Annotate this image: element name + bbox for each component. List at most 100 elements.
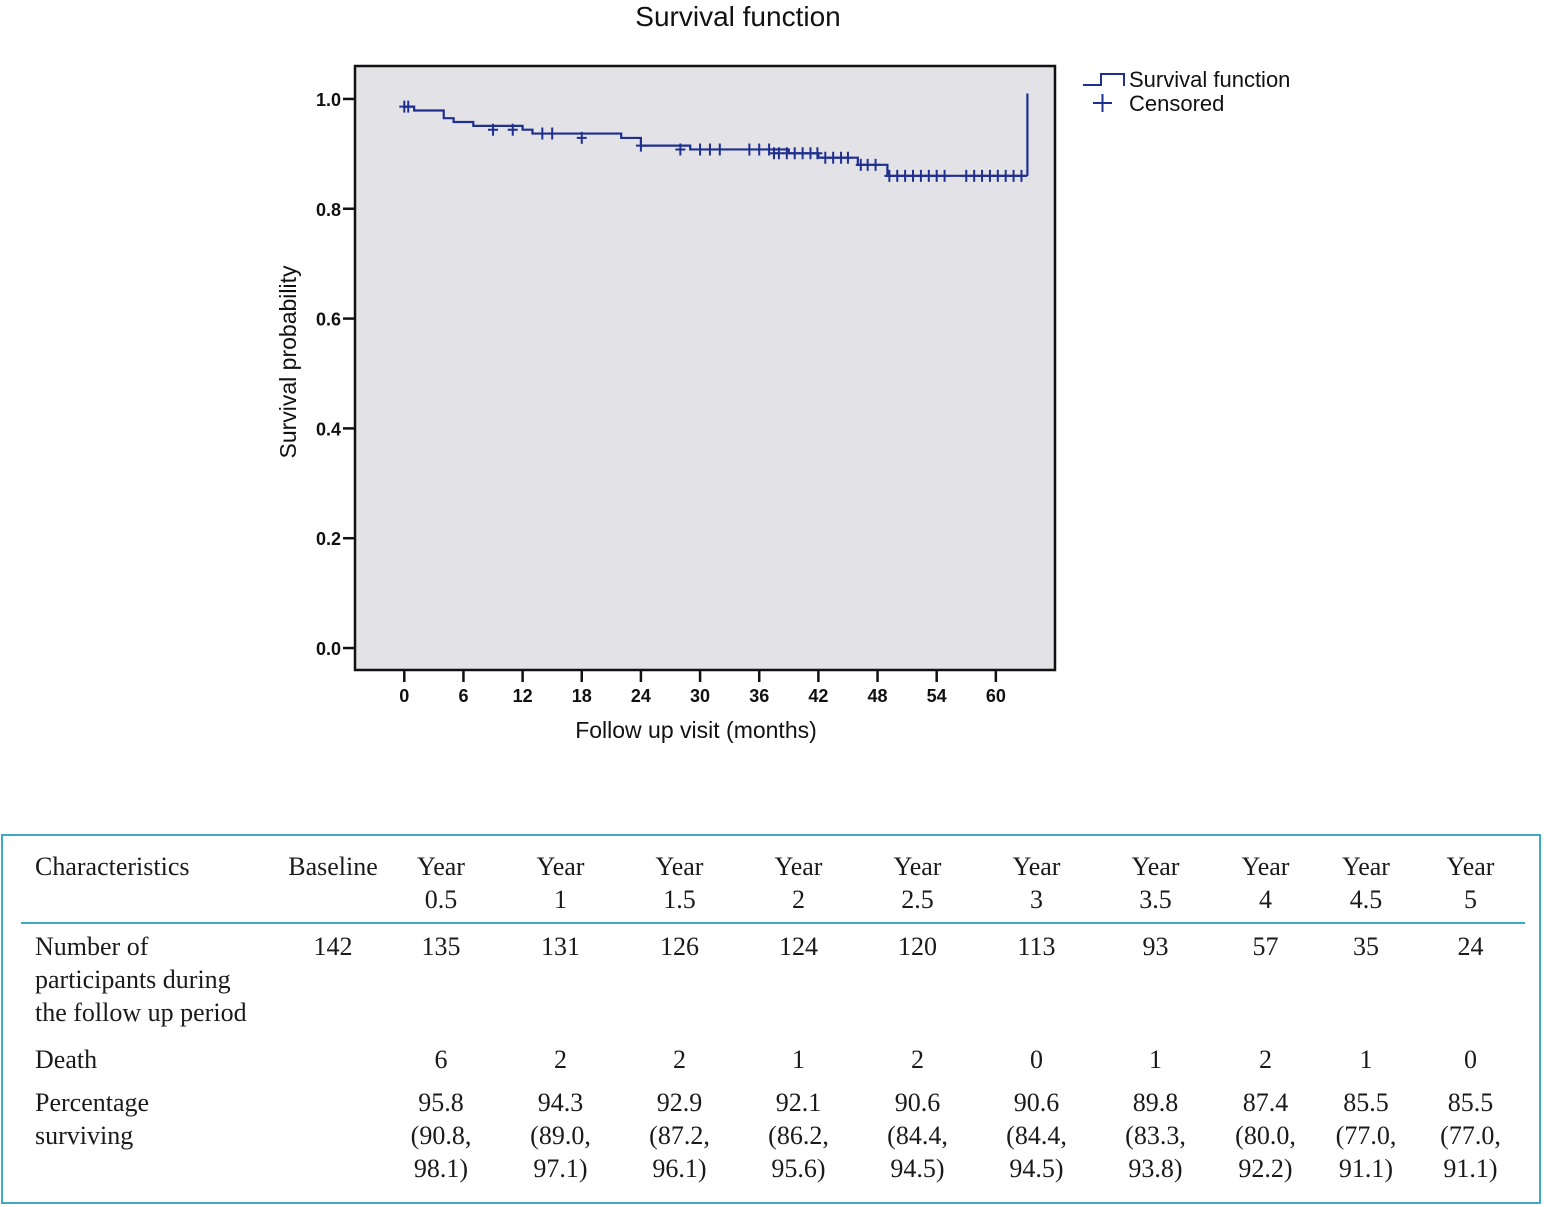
table-cell: 2 — [620, 1043, 739, 1086]
table-cell-line: 1 — [1359, 1045, 1373, 1074]
table-cell-line: 91.1) — [1338, 1154, 1394, 1183]
table-cell-line: 93 — [1142, 932, 1169, 961]
table-cell-line: (77.0, — [1440, 1121, 1501, 1150]
column-header: Year 5 — [1416, 850, 1525, 923]
table-cell-line: 142 — [313, 932, 353, 961]
column-header-line: Characteristics — [35, 852, 190, 881]
x-axis-label: Follow up visit (months) — [575, 717, 817, 743]
censored-mark — [695, 143, 706, 156]
y-tick-label: 0.0 — [316, 639, 341, 659]
table-cell-line: (89.0, — [530, 1121, 591, 1150]
column-header-line: Year — [1131, 852, 1180, 881]
censored-mark — [537, 127, 548, 140]
x-tick-label: 42 — [808, 686, 828, 706]
table-cell-line: 95.6) — [771, 1154, 826, 1183]
y-tick-label: 0.4 — [316, 419, 341, 439]
censored-marks — [399, 100, 1027, 182]
row-label-line: the follow up period — [35, 998, 247, 1027]
table-cell-line: (84.4, — [887, 1121, 948, 1150]
table-cell-line: 87.4 — [1242, 1088, 1289, 1117]
table-cell-line: 124 — [779, 932, 818, 961]
table-cell: 90.6 (84.4, 94.5) — [977, 1086, 1096, 1185]
row-label-line: Death — [35, 1045, 98, 1074]
table-cell-line: 95.8 — [418, 1088, 464, 1117]
table-cell: 85.5 (77.0, 91.1) — [1316, 1086, 1416, 1185]
table-cell-line: (90.8, — [410, 1121, 472, 1150]
column-header-line: 1.5 — [663, 885, 696, 914]
table-cell-line: 94.5) — [1009, 1154, 1064, 1183]
legend-plus-swatch — [1093, 94, 1112, 112]
column-header-line: Year — [655, 852, 704, 881]
table-body: Number of participants during the follow u… — [21, 923, 1525, 1185]
column-header: Year 0.5 — [381, 850, 501, 923]
x-tick-label: 60 — [986, 686, 1006, 706]
table-cell-line: (86.2, — [768, 1121, 829, 1150]
table-cell: 92.9 (87.2, 96.1) — [620, 1086, 739, 1185]
column-header-line: Year — [417, 852, 465, 881]
legend-line-swatch — [1083, 73, 1125, 86]
y-axis: 0.0 0.2 0.4 0.6 0.8 1.0 — [316, 90, 355, 659]
row-label-line: participants during — [35, 965, 231, 994]
censored-mark — [754, 143, 765, 156]
x-tick-label: 12 — [513, 686, 533, 706]
table-cell-line: 89.8 — [1132, 1088, 1179, 1117]
x-tick-label: 48 — [868, 686, 888, 706]
table-cell: 142 — [285, 923, 381, 1043]
column-header-line: 1 — [554, 885, 567, 914]
table-cell-line: 1 — [792, 1045, 805, 1074]
survival-chart-svg: Survival function 0.0 0.2 0.4 0.6 0.8 1.0 0 6 1… — [275, 1, 1290, 743]
table-cell-line: (77.0, — [1335, 1121, 1397, 1150]
table-cell-line: 2 — [911, 1045, 924, 1074]
table-cell: 2 — [858, 1043, 977, 1086]
table-cell-line: 135 — [421, 932, 461, 961]
x-tick-label: 6 — [458, 686, 468, 706]
table-header-row: Characteristics Baseline Year 0.5 Year 1 Year 1… — [21, 850, 1525, 923]
censored-mark — [507, 123, 518, 136]
x-tick-label: 36 — [749, 686, 769, 706]
column-header-line: Year — [1342, 852, 1390, 881]
table-cell: 95.8 (90.8, 98.1) — [381, 1086, 501, 1185]
table-cell-line: 1 — [1149, 1045, 1162, 1074]
column-header-line: 5 — [1464, 885, 1477, 914]
table-cell-line: 94.5) — [890, 1154, 945, 1183]
table-cell: 94.3 (89.0, 97.1) — [501, 1086, 620, 1185]
table-cell-line: 0 — [1464, 1045, 1477, 1074]
table-cell-line: 92.1 — [775, 1088, 822, 1117]
table-cell-line: 85.5 — [1343, 1088, 1389, 1117]
table-cell: 131 — [501, 923, 620, 1043]
x-axis: 0 6 12 18 24 30 36 42 48 54 60 — [399, 670, 1006, 706]
table-cell-line: 92.2) — [1238, 1154, 1293, 1183]
column-header: Baseline — [285, 850, 381, 923]
censored-mark — [812, 147, 823, 160]
column-header: Year 2 — [739, 850, 858, 923]
y-tick-label: 0.6 — [316, 310, 341, 330]
x-tick-label: 30 — [690, 686, 710, 706]
table-row: Death 6 2 2 1 2 0 1 2 1 0 — [21, 1043, 1525, 1086]
censored-mark — [635, 139, 646, 152]
row-label: Death — [21, 1043, 285, 1086]
censored-mark — [675, 143, 686, 156]
table-cell: 24 — [1416, 923, 1525, 1043]
censored-mark — [1016, 169, 1027, 182]
table-cell: 90.6 (84.4, 94.5) — [858, 1086, 977, 1185]
table-cell: 35 — [1316, 923, 1416, 1043]
table-cell-line: 57 — [1252, 932, 1279, 961]
x-tick-label: 24 — [631, 686, 651, 706]
column-header-line: Year — [1241, 852, 1290, 881]
y-tick-label: 0.8 — [316, 200, 341, 220]
table-cell-line: (80.0, — [1235, 1121, 1296, 1150]
table-cell: 124 — [739, 923, 858, 1043]
table-cell-line: 0 — [1030, 1045, 1043, 1074]
survival-table-wrapper: Characteristics Baseline Year 0.5 Year 1 Year 1… — [21, 850, 1525, 1186]
column-header-line: Year — [1446, 852, 1495, 881]
table-cell: 87.4 (80.0, 92.2) — [1215, 1086, 1316, 1185]
column-header: Year 3.5 — [1096, 850, 1215, 923]
column-header-line: Year — [774, 852, 823, 881]
table-cell: 2 — [1215, 1043, 1316, 1086]
censored-mark — [704, 143, 715, 156]
survival-chart: Survival function 0.0 0.2 0.4 0.6 0.8 1.0 0 6 1… — [275, 1, 1290, 743]
legend: Survival function Censored — [1083, 67, 1290, 116]
column-header-line: 2 — [792, 885, 805, 914]
table-cell-line: 6 — [434, 1045, 448, 1074]
table-cell: 92.1 (86.2, 95.6) — [739, 1086, 858, 1185]
